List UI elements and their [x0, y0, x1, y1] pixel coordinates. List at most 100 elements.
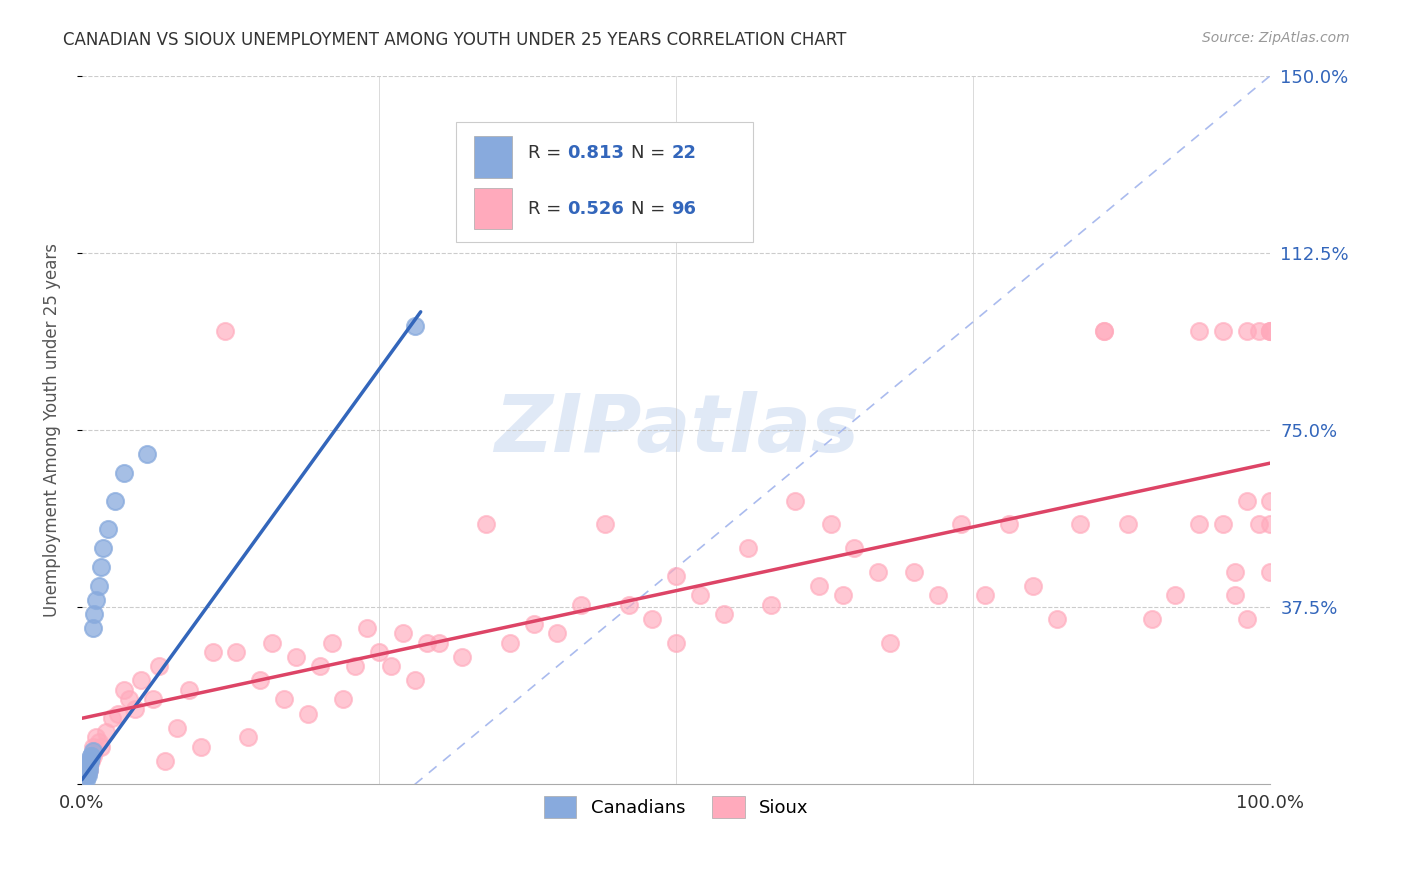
Point — [950, 517, 973, 532]
Point — [737, 541, 759, 555]
Point — [783, 494, 806, 508]
FancyBboxPatch shape — [474, 187, 512, 229]
Point — [974, 588, 997, 602]
Point — [297, 706, 319, 721]
FancyBboxPatch shape — [457, 121, 754, 242]
Point — [118, 692, 141, 706]
Point — [112, 682, 135, 697]
Point — [76, 768, 98, 782]
Point — [415, 635, 437, 649]
Point — [665, 569, 688, 583]
Point — [1247, 324, 1270, 338]
Point — [82, 739, 104, 754]
Point — [1260, 517, 1282, 532]
Point — [84, 730, 107, 744]
Point — [475, 517, 498, 532]
Point — [523, 616, 546, 631]
Point — [131, 673, 153, 688]
Point — [77, 764, 100, 778]
Point — [82, 622, 104, 636]
Point — [1092, 324, 1115, 338]
Text: 96: 96 — [672, 200, 696, 218]
Point — [1260, 494, 1282, 508]
Point — [998, 517, 1021, 532]
Point — [356, 622, 378, 636]
Point — [262, 635, 284, 649]
Text: N =: N = — [631, 145, 671, 162]
Point — [380, 659, 402, 673]
Point — [1140, 612, 1163, 626]
Point — [77, 758, 100, 772]
Point — [136, 447, 159, 461]
Point — [321, 635, 343, 649]
Point — [451, 649, 474, 664]
Point — [80, 754, 103, 768]
Text: 0.813: 0.813 — [567, 145, 624, 162]
Point — [308, 659, 330, 673]
Text: N =: N = — [631, 200, 671, 218]
Point — [404, 673, 426, 688]
Point — [1188, 517, 1211, 532]
Point — [100, 711, 122, 725]
Point — [79, 754, 101, 768]
Y-axis label: Unemployment Among Youth under 25 years: Unemployment Among Youth under 25 years — [44, 243, 60, 617]
Text: R =: R = — [527, 200, 567, 218]
Point — [76, 768, 98, 782]
Point — [77, 758, 100, 772]
Point — [77, 768, 100, 782]
Point — [1236, 494, 1258, 508]
Point — [404, 318, 426, 333]
Text: 0.526: 0.526 — [567, 200, 624, 218]
Point — [641, 612, 664, 626]
Point — [868, 565, 890, 579]
Point — [142, 692, 165, 706]
Point — [879, 635, 901, 649]
Point — [713, 607, 735, 622]
Point — [90, 560, 112, 574]
Point — [249, 673, 271, 688]
FancyBboxPatch shape — [474, 136, 512, 178]
Point — [1223, 588, 1246, 602]
Point — [225, 645, 247, 659]
Point — [83, 607, 105, 622]
Point — [665, 635, 688, 649]
Point — [1212, 517, 1234, 532]
Text: CANADIAN VS SIOUX UNEMPLOYMENT AMONG YOUTH UNDER 25 YEARS CORRELATION CHART: CANADIAN VS SIOUX UNEMPLOYMENT AMONG YOU… — [63, 31, 846, 49]
Point — [93, 541, 115, 555]
Point — [1069, 517, 1091, 532]
Point — [1045, 612, 1067, 626]
Point — [368, 645, 391, 659]
Point — [107, 706, 129, 721]
Point — [80, 749, 103, 764]
Point — [284, 649, 307, 664]
Point — [77, 764, 100, 778]
Point — [499, 635, 522, 649]
Point — [1247, 517, 1270, 532]
Point — [569, 598, 592, 612]
Point — [273, 692, 295, 706]
Point — [80, 749, 103, 764]
Point — [927, 588, 949, 602]
Point — [201, 645, 224, 659]
Point — [82, 744, 104, 758]
Point — [689, 588, 711, 602]
Point — [546, 626, 568, 640]
Point — [83, 744, 105, 758]
Point — [94, 725, 117, 739]
Point — [82, 749, 104, 764]
Point — [1260, 565, 1282, 579]
Point — [87, 579, 110, 593]
Point — [77, 764, 100, 778]
Text: ZIPatlas: ZIPatlas — [494, 391, 859, 469]
Point — [617, 598, 640, 612]
Point — [97, 522, 120, 536]
Point — [1223, 565, 1246, 579]
Text: 22: 22 — [672, 145, 696, 162]
Point — [238, 730, 260, 744]
Point — [1164, 588, 1187, 602]
Point — [90, 739, 112, 754]
Point — [332, 692, 354, 706]
Point — [392, 626, 415, 640]
Point — [844, 541, 866, 555]
Point — [761, 598, 783, 612]
